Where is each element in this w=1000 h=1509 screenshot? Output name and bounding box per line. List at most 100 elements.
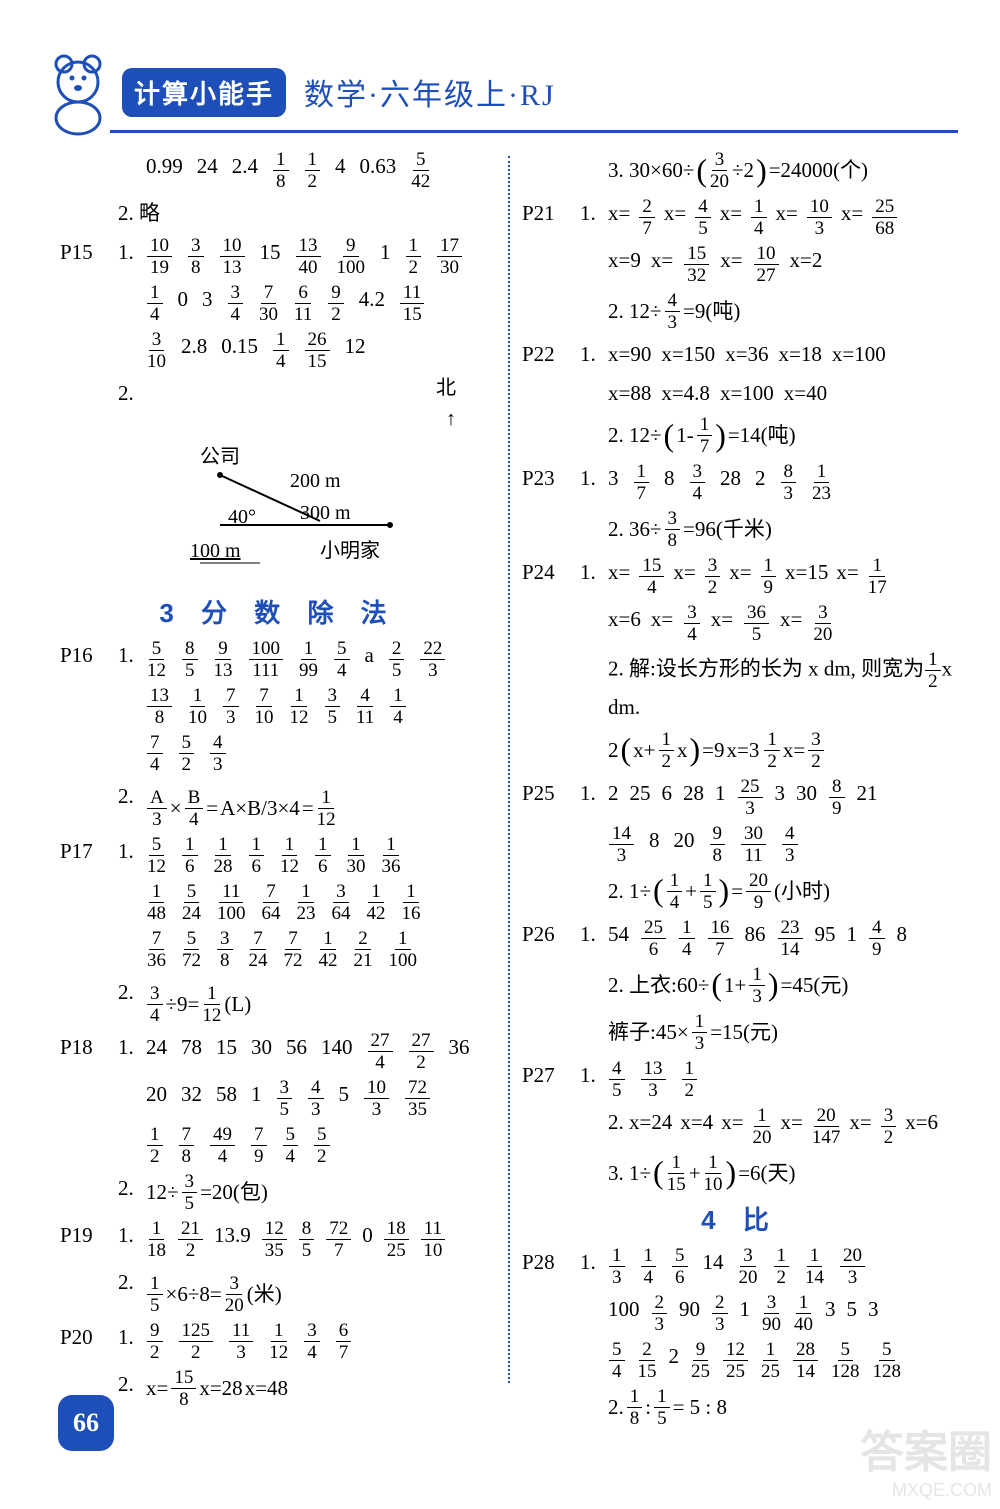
fraction: 1235 <box>262 1219 287 1260</box>
answer-row: 14852411100764123364142116 <box>118 882 496 923</box>
fraction: 13 <box>692 1012 708 1053</box>
answer-row: P19 1. 11821213.9123585727018251110 <box>60 1219 496 1260</box>
fraction: 2615 <box>305 330 330 371</box>
svg-text:小明家: 小明家 <box>320 539 380 562</box>
item-number: 1. <box>118 1031 146 1064</box>
answer-row: 736572387247721422211100 <box>118 929 496 970</box>
expression: 3. 30×60÷(320÷2)=24000(个) <box>608 150 868 191</box>
fraction: B4 <box>185 788 204 829</box>
fraction: 18 <box>627 1387 643 1428</box>
fraction: 272 <box>409 1031 434 1072</box>
item-number: 1. <box>580 918 608 951</box>
answer-row: P24 1. x=154x=32x=19x=15x=117 <box>522 556 958 597</box>
fraction: 1340 <box>296 236 321 277</box>
fraction: 45 <box>609 1059 625 1100</box>
fraction: 136 <box>382 835 401 876</box>
answer-row: P16 1. 5128591310011119954a25223 <box>60 639 496 680</box>
fraction: 13 <box>609 1246 625 1287</box>
fraction: 364 <box>332 882 351 923</box>
section-title-4: 4 比 <box>522 1200 958 1240</box>
fraction: 120 <box>753 1106 772 1147</box>
page-ref: P16 <box>60 639 118 672</box>
fraction: 114 <box>805 1246 824 1287</box>
answer-list: 5421529251225125281451285128 <box>608 1340 958 1381</box>
answer-row: P20 1. 9212521131123467 <box>60 1321 496 1362</box>
expression: 2. 1÷(14+15)=209(小时) <box>608 871 830 912</box>
page-ref: P23 <box>522 462 580 495</box>
item-number: 1. <box>118 1321 146 1354</box>
fraction: 89 <box>829 777 845 818</box>
fraction: 142 <box>319 929 338 970</box>
item-number: 1. <box>580 462 608 495</box>
page-ref: P22 <box>522 338 580 371</box>
page-ref: P28 <box>522 1246 580 1279</box>
answer-list: 4513312 <box>608 1059 958 1100</box>
fraction: 12 <box>406 236 422 277</box>
section-title-3: 3 分 数 除 法 <box>60 593 496 633</box>
fraction: 1825 <box>384 1219 409 1260</box>
fraction: 45 <box>695 197 711 238</box>
fraction: 9100 <box>337 236 366 277</box>
svg-text:200 m: 200 m <box>290 470 341 492</box>
fraction: 925 <box>691 1340 710 1381</box>
answer-list: 22562812533308921 <box>608 777 958 818</box>
fraction: 1019 <box>147 236 172 277</box>
answer-row: 3102.80.1514261512 <box>118 330 496 371</box>
fraction: 12 <box>305 150 321 191</box>
fraction: 23 <box>652 1293 668 1334</box>
fraction: 1225 <box>723 1340 748 1381</box>
fraction: 112 <box>280 835 299 876</box>
expression: 2. 12÷43=9(吨) <box>608 291 740 332</box>
item-number: 1. <box>118 236 146 269</box>
fraction: 27 <box>639 197 655 238</box>
answer-row: 2. x=24x=4x=120x=20147x=32x=6 <box>580 1106 958 1147</box>
fraction: 3011 <box>741 824 766 865</box>
answer-row: 2. 36÷38=96(千米) <box>580 509 958 550</box>
watermark-line2: MXQE.COM <box>860 1480 992 1501</box>
fraction: 118 <box>147 1219 166 1260</box>
fraction: 35 <box>277 1078 293 1119</box>
answer-row: 2. 解:设长方形的长为 x dm, 则宽为12x dm. <box>580 650 958 724</box>
fraction: 5128 <box>873 1340 902 1381</box>
answer-row: 2. 12÷(1-17)=14(吨) <box>580 415 958 456</box>
fraction: 112 <box>202 984 221 1025</box>
fraction: 158 <box>171 1368 196 1409</box>
fraction: 15 <box>654 1387 670 1428</box>
fraction: 320 <box>739 1246 758 1287</box>
fraction: 43 <box>782 824 798 865</box>
fraction: 12 <box>682 1059 698 1100</box>
expression: 3. 1÷(115+110)=6(天) <box>608 1153 796 1194</box>
fraction: 13 <box>749 965 765 1006</box>
item-number: 1. <box>118 835 146 868</box>
fraction: 52 <box>314 1125 330 1166</box>
fraction: 34 <box>228 283 244 324</box>
fraction: 209 <box>746 871 771 912</box>
page-ref: P21 <box>522 197 580 230</box>
fraction: 92 <box>147 1321 163 1362</box>
fraction: 320 <box>813 603 832 644</box>
fraction: 12 <box>774 1246 790 1287</box>
fraction: 112 <box>269 1321 288 1362</box>
content-area: 0.99242.4181240.635422. 略 P15 1. 1019381… <box>60 150 958 1389</box>
page-ref: P15 <box>60 236 118 269</box>
fraction: 14 <box>667 871 683 912</box>
answer-list: 0.99242.4181240.63542 <box>146 150 496 191</box>
fraction: 12 <box>659 730 675 771</box>
answer-row: P15 1. 101938101315134091001121730 <box>60 236 496 277</box>
answer-row: 0.99242.4181240.63542 <box>118 150 496 191</box>
fraction: 115 <box>667 1153 686 1194</box>
fraction: A3 <box>147 788 167 829</box>
answer-row: 裤子:45×13=15(元) <box>580 1012 958 1053</box>
fraction: 34 <box>304 1321 320 1362</box>
answer-row: 2. 1÷(14+15)=209(小时) <box>580 871 958 912</box>
header-rule <box>110 130 958 133</box>
fraction: 35 <box>182 1172 198 1213</box>
answer-row: 3. 30×60÷(320÷2)=24000(个) <box>580 150 958 191</box>
item-number: 1. <box>580 556 608 589</box>
answer-list: x=90x=150x=36x=18x=100 <box>608 338 958 371</box>
item-number: 2. <box>118 1266 146 1299</box>
answer-list: x=27x=45x=14x=103x=2568 <box>608 197 958 238</box>
fraction: 764 <box>262 882 281 923</box>
fraction: 130 <box>347 835 366 876</box>
answer-list: 31783428283123 <box>608 462 958 503</box>
